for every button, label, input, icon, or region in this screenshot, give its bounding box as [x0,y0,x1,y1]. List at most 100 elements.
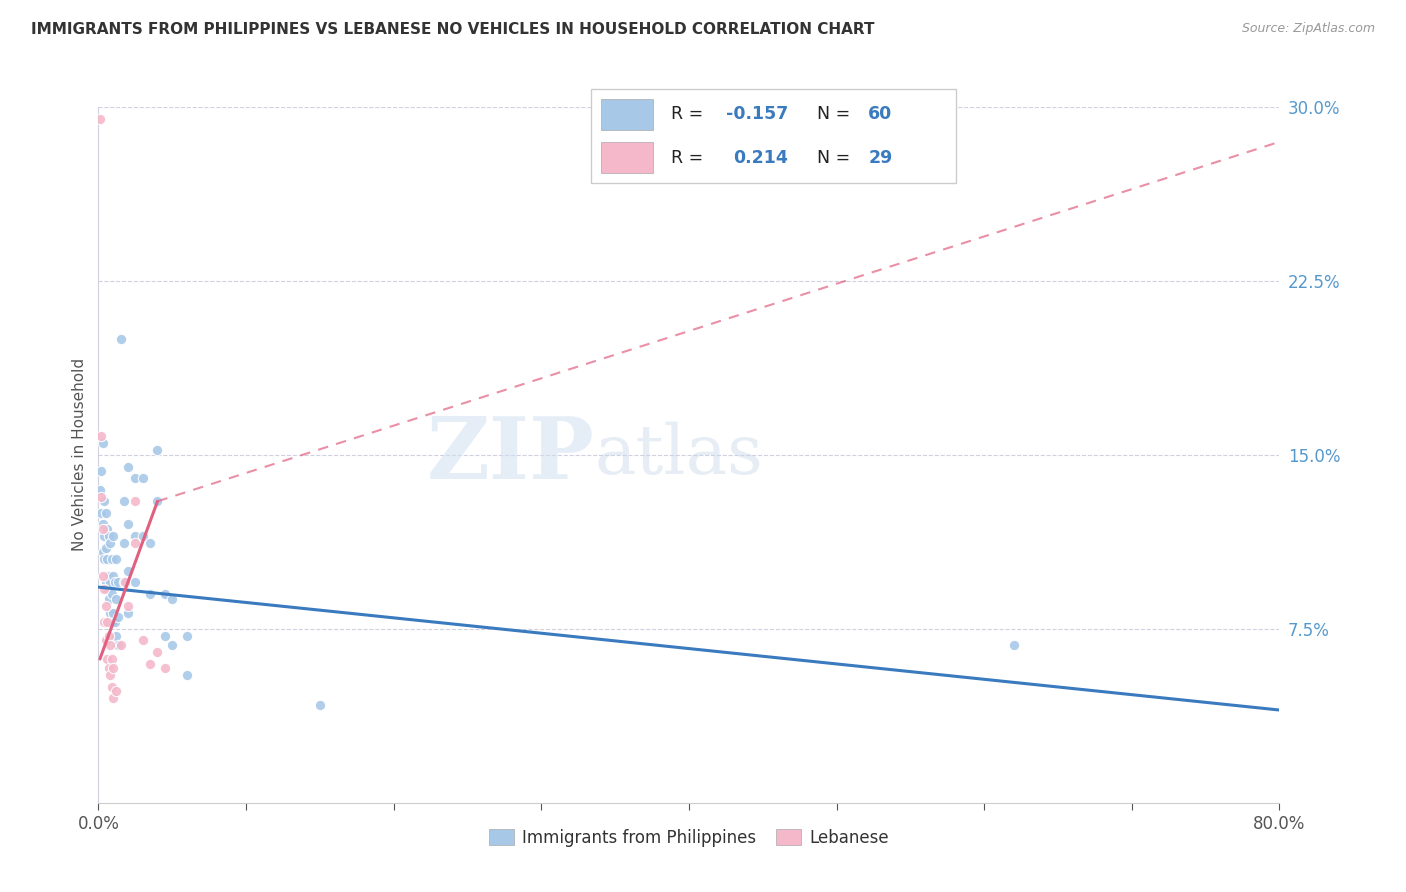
Point [97,568,120,582]
Point [91,517,114,532]
Text: IMMIGRANTS FROM PHILIPPINES VS LEBANESE NO VEHICLES IN HOUSEHOLD CORRELATION CHA: IMMIGRANTS FROM PHILIPPINES VS LEBANESE … [31,22,875,37]
Point [124,575,146,590]
Point [110,332,132,346]
Point [117,517,139,532]
Point [146,494,169,508]
Point [146,443,169,458]
Point [91,568,114,582]
Point [103,661,125,675]
Point [100,680,122,694]
Point [117,606,139,620]
Point [139,536,162,550]
Text: 29: 29 [869,149,893,167]
Y-axis label: No Vehicles in Household: No Vehicles in Household [72,359,87,551]
Point [124,529,146,543]
Point [176,668,198,682]
Point [93,529,115,543]
Point [176,629,198,643]
Point [153,661,176,675]
Point [105,629,128,643]
Point [110,638,132,652]
Point [107,575,129,590]
Point [112,575,135,590]
Point [94,599,117,613]
Point [107,610,129,624]
Text: -0.157: -0.157 [725,105,787,123]
FancyBboxPatch shape [602,142,652,173]
Point [104,615,127,629]
Point [97,529,120,543]
Point [98,638,121,652]
FancyBboxPatch shape [591,89,956,183]
Point [124,536,146,550]
Text: 60: 60 [869,105,893,123]
Text: N =: N = [817,149,856,167]
Point [103,606,125,620]
Point [94,541,117,555]
Point [117,459,139,474]
Point [91,522,114,536]
Point [153,587,176,601]
Point [1002,638,1025,652]
Point [103,529,125,543]
Point [112,536,135,550]
Point [96,582,118,597]
Point [93,552,115,566]
Point [94,506,117,520]
Point [153,629,176,643]
Point [103,691,125,706]
Point [94,633,117,648]
Point [114,575,136,590]
Point [91,436,114,450]
Point [107,638,129,652]
Point [132,471,155,485]
Point [124,494,146,508]
Point [139,587,162,601]
Point [100,652,122,666]
Point [117,564,139,578]
Point [91,545,114,559]
Point [97,661,120,675]
Point [98,606,121,620]
Point [104,575,127,590]
Point [100,615,122,629]
Point [89,483,111,497]
Point [90,490,112,504]
FancyBboxPatch shape [602,98,652,130]
Point [97,591,120,606]
Point [98,668,121,682]
Point [162,591,183,606]
Point [103,568,125,582]
Point [132,529,155,543]
Point [96,615,118,629]
Text: R =: R = [671,105,709,123]
Text: N =: N = [817,105,856,123]
Point [98,536,121,550]
Point [89,112,111,126]
Point [96,522,118,536]
Point [96,652,118,666]
Point [146,645,169,659]
Point [96,552,118,566]
Point [93,582,115,597]
Point [93,494,115,508]
Point [90,506,112,520]
Text: 0.214: 0.214 [733,149,787,167]
Point [105,591,128,606]
Point [162,638,183,652]
Point [90,429,112,443]
Point [105,552,128,566]
Point [124,471,146,485]
Text: R =: R = [671,149,709,167]
Point [100,587,122,601]
Text: atlas: atlas [595,422,763,488]
Point [112,494,135,508]
Point [139,657,162,671]
Text: ZIP: ZIP [426,413,595,497]
Point [94,575,117,590]
Point [117,599,139,613]
Point [90,464,112,478]
Point [100,552,122,566]
Point [309,698,332,713]
Point [105,684,128,698]
